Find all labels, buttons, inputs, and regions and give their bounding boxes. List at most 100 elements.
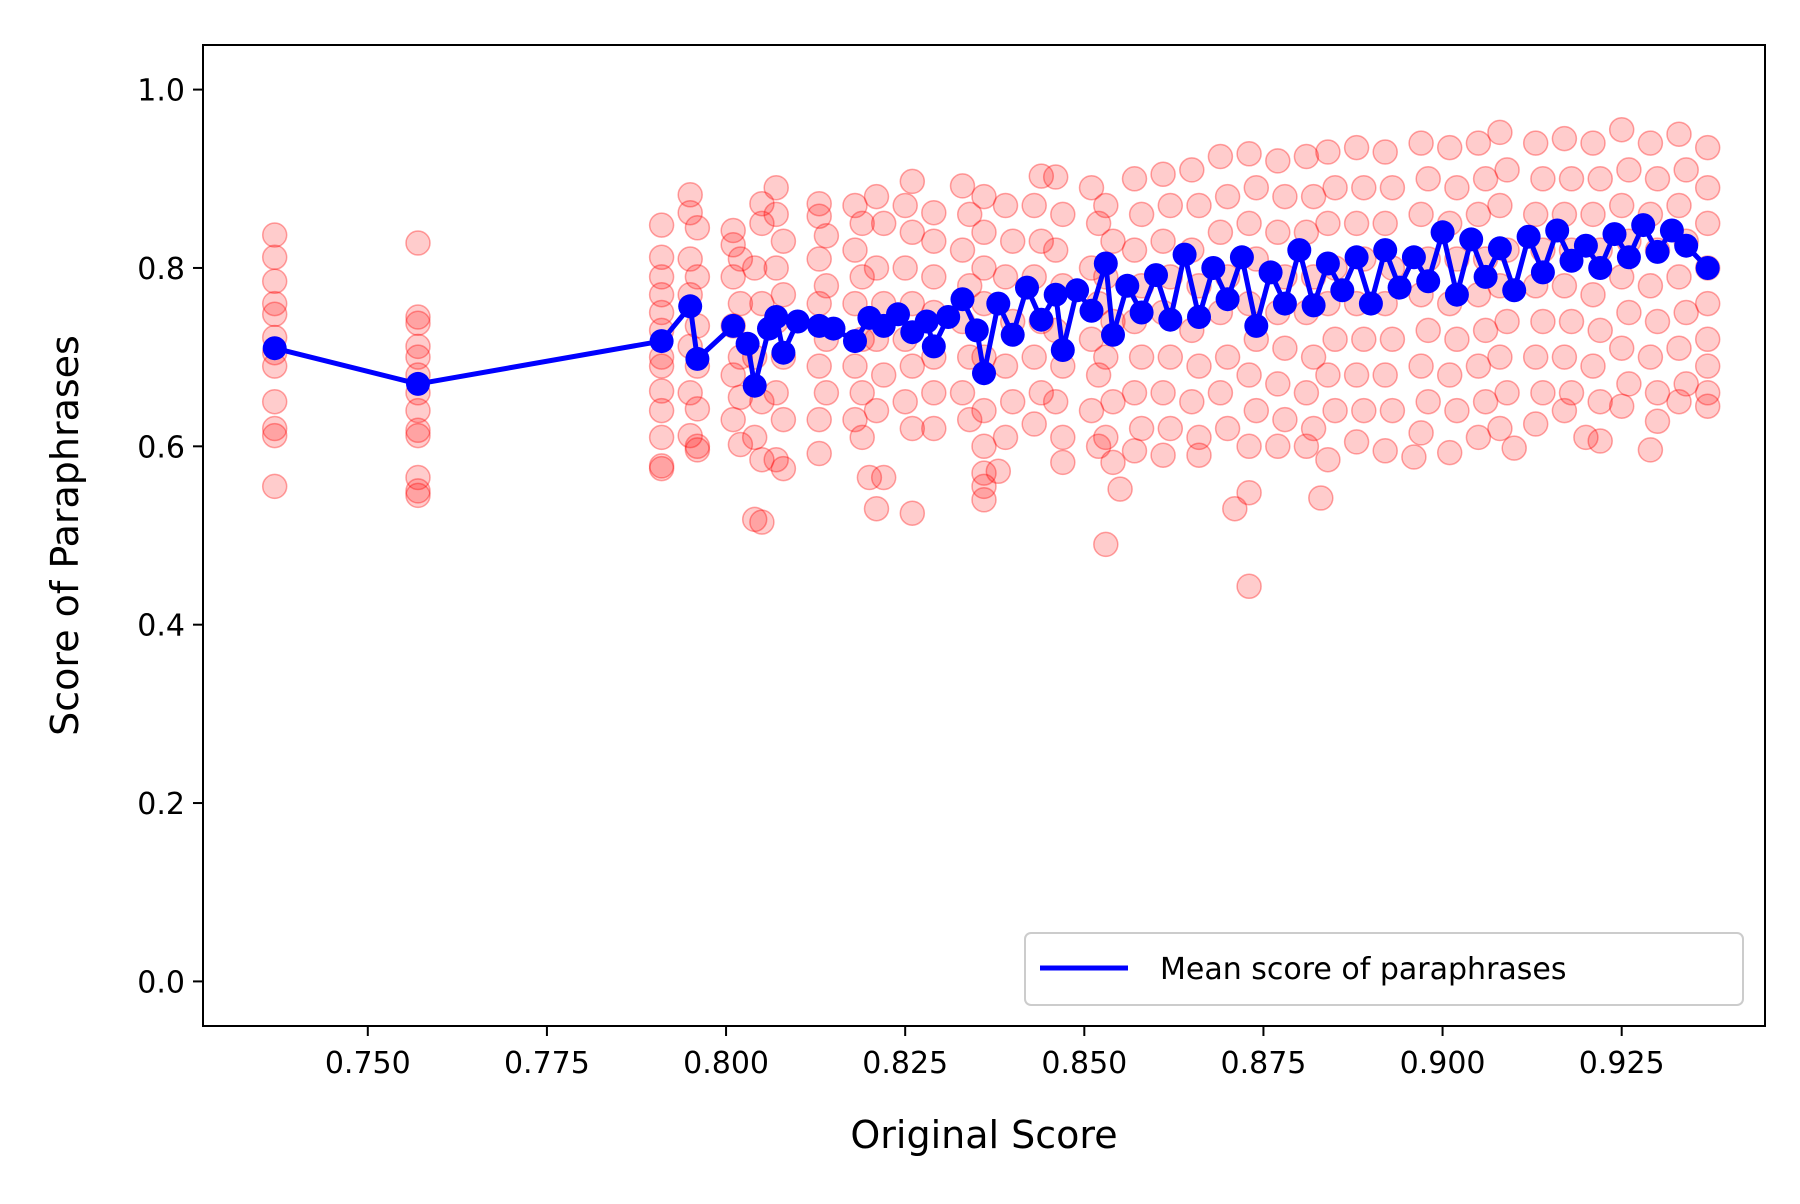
- scatter-point: [1415, 166, 1441, 192]
- scatter-point: [648, 397, 675, 424]
- scatter-point: [1637, 130, 1664, 156]
- scatter-point: [921, 415, 947, 442]
- scatter-point: [1494, 380, 1520, 406]
- scatter-point: [1444, 174, 1470, 201]
- scatter-point: [405, 417, 431, 444]
- scatter-point: [1243, 174, 1270, 201]
- scatter-point: [992, 264, 1019, 290]
- scatter-point: [1673, 371, 1699, 397]
- scatter-point: [1379, 326, 1406, 353]
- scatter-point: [770, 406, 797, 433]
- scatter-point: [992, 353, 1019, 379]
- mean-point: [1115, 273, 1140, 298]
- scatter-point: [1472, 166, 1499, 192]
- scatter-point: [1265, 219, 1291, 246]
- scatter-point: [405, 344, 431, 370]
- scatter-point: [1694, 326, 1721, 353]
- scatter-point: [1050, 201, 1076, 228]
- scatter-point: [1272, 335, 1298, 361]
- mean-point: [685, 346, 710, 371]
- scatter-point: [677, 199, 703, 226]
- scatter-point: [1694, 174, 1721, 201]
- scatter-point: [1673, 157, 1699, 183]
- scatter-point: [1265, 433, 1291, 460]
- scatter-point: [749, 446, 775, 473]
- scatter-point: [648, 212, 675, 238]
- mean-point: [262, 336, 287, 361]
- mean-point: [1530, 260, 1555, 285]
- scatter-point: [1078, 174, 1105, 201]
- mean-point: [1387, 275, 1412, 300]
- scatter-point: [1236, 362, 1262, 388]
- scatter-point: [261, 388, 288, 415]
- scatter-point: [1272, 183, 1298, 210]
- scatter-point: [1308, 485, 1334, 511]
- scatter-point: [1050, 424, 1076, 451]
- scatter-point: [261, 290, 288, 317]
- scatter-point: [770, 455, 797, 482]
- scatter-point: [899, 219, 926, 246]
- scatter-point: [806, 353, 832, 379]
- legend-box: [1024, 932, 1744, 1006]
- scatter-point: [1522, 411, 1549, 437]
- scatter-point: [806, 440, 832, 467]
- mean-point: [1258, 260, 1283, 285]
- scatter-point: [813, 273, 840, 299]
- scatter-point: [1558, 166, 1585, 192]
- scatter-point: [770, 281, 797, 308]
- scatter-point: [892, 192, 918, 219]
- scatter-point: [1214, 344, 1241, 370]
- mean-point: [1301, 293, 1326, 318]
- scatter-point: [806, 190, 832, 217]
- mean-point: [921, 334, 946, 359]
- scatter-point: [806, 406, 832, 433]
- scatter-point: [849, 264, 875, 290]
- scatter-point: [1372, 362, 1398, 388]
- scatter-point: [1487, 344, 1513, 370]
- scatter-point: [1343, 429, 1370, 455]
- scatter-point: [1558, 308, 1585, 335]
- scatter-point: [1078, 397, 1105, 424]
- mean-point: [1330, 278, 1355, 303]
- scatter-point: [1222, 495, 1248, 522]
- mean-point: [1093, 251, 1118, 276]
- scatter-point: [261, 268, 288, 295]
- scatter-point: [1465, 424, 1492, 451]
- scatter-point: [727, 246, 754, 272]
- mean-point: [986, 291, 1011, 316]
- scatter-point: [971, 183, 997, 210]
- scatter-point: [1694, 134, 1721, 161]
- mean-point: [1631, 213, 1656, 238]
- mean-point: [1502, 278, 1527, 303]
- mean-point: [406, 371, 430, 396]
- scatter-point: [749, 210, 775, 237]
- mean-point: [914, 309, 939, 334]
- scatter-point: [1351, 326, 1377, 353]
- mean-point: [1000, 322, 1025, 347]
- mean-point: [771, 340, 796, 365]
- scatter-point: [999, 388, 1026, 415]
- scatter-point: [1637, 437, 1664, 463]
- scatter-point: [1300, 183, 1327, 210]
- scatter-point: [1351, 174, 1377, 201]
- scatter-point: [1207, 380, 1234, 406]
- scatter-point: [949, 237, 976, 263]
- mean-point: [1473, 264, 1498, 289]
- scatter-point: [1050, 449, 1076, 476]
- scatter-point: [1694, 353, 1721, 379]
- scatter-point: [1551, 397, 1578, 424]
- scatter-point: [1494, 157, 1520, 183]
- scatter-point: [1372, 139, 1398, 165]
- scatter-point: [1042, 237, 1069, 263]
- scatter-point: [1666, 121, 1692, 147]
- scatter-point: [1351, 397, 1377, 424]
- mean-point: [1172, 242, 1197, 267]
- scatter-point: [1608, 335, 1635, 361]
- scatter-point: [684, 215, 711, 241]
- scatter-point: [261, 473, 288, 500]
- x-tick-label: 0.875: [1220, 1046, 1306, 1081]
- scatter-point: [1372, 210, 1398, 237]
- scatter-point: [899, 168, 926, 195]
- mean-point: [1416, 269, 1441, 294]
- scatter-point: [1487, 119, 1513, 146]
